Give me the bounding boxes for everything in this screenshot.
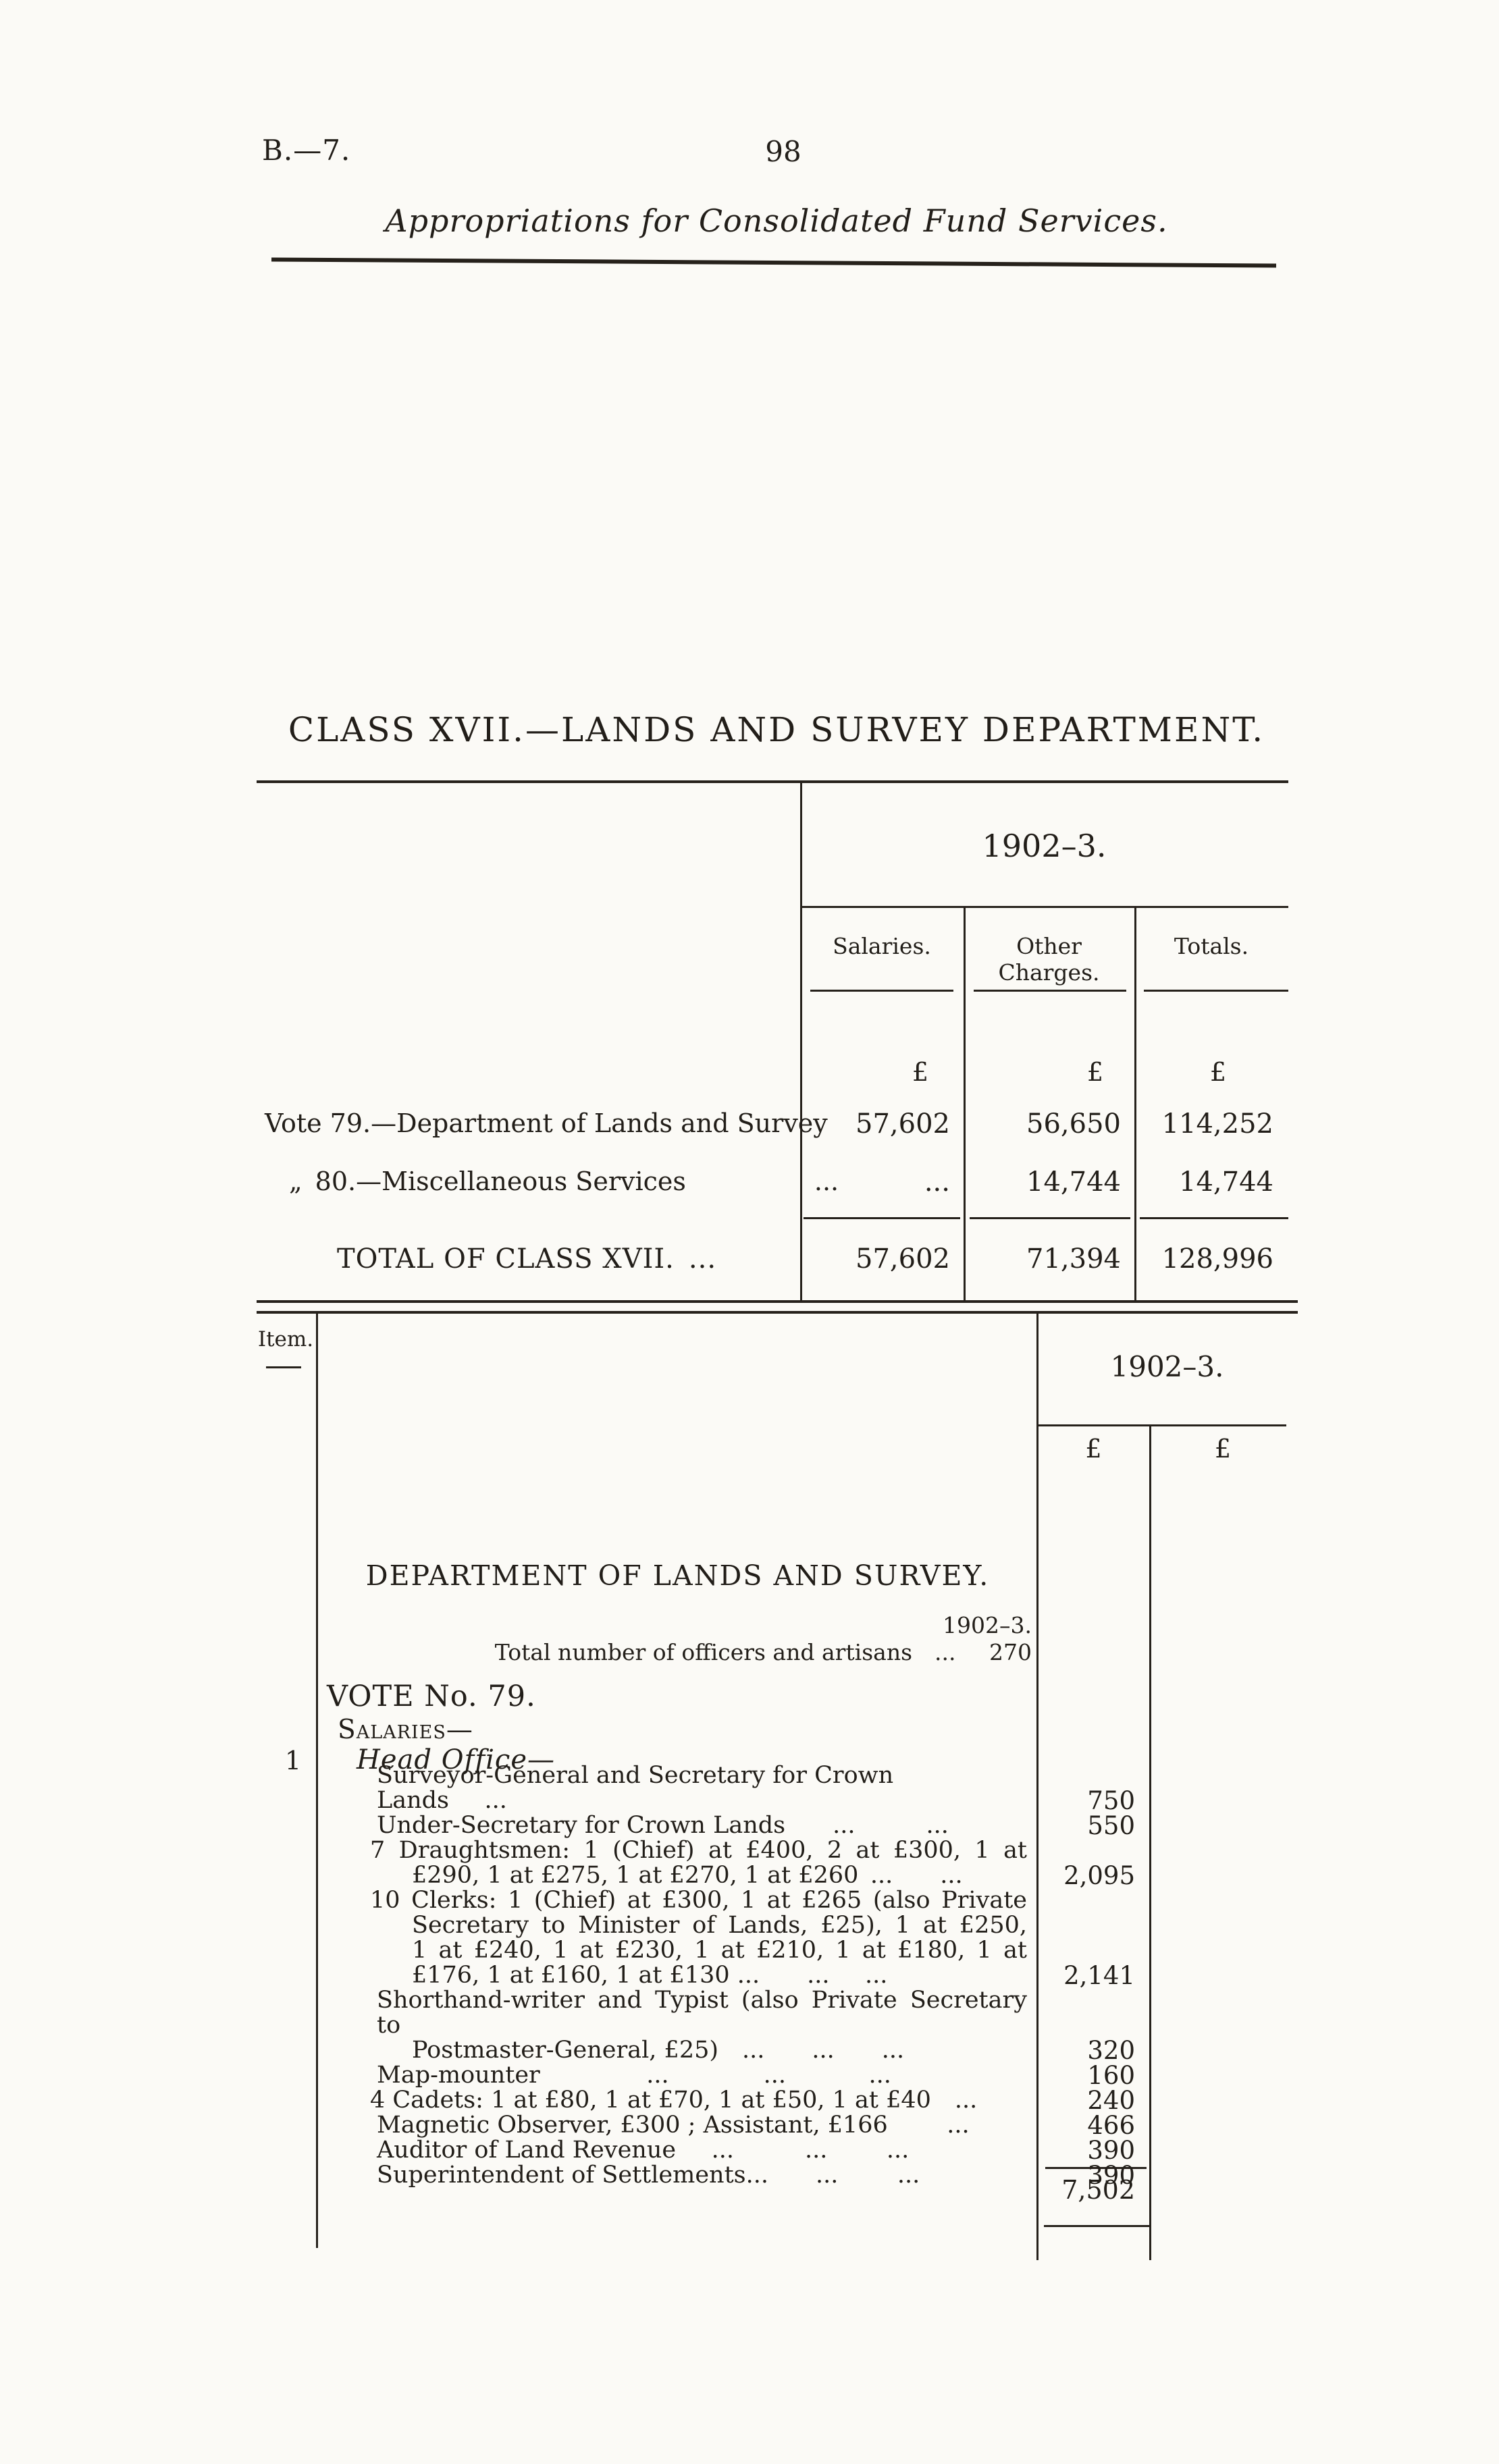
salary-item-superintendent: Superintendent of Settlements... ... ...… bbox=[317, 2161, 1151, 2190]
summary-year-underline bbox=[800, 906, 1288, 908]
salary-item-under-secretary: Under-Secretary for Crown Lands ... ... … bbox=[317, 1811, 1151, 1840]
class-total-row-values: 57,602 71,394 128,996 bbox=[800, 1243, 1288, 1275]
salary-item-line: Shorthand-writer and Typist (also Privat… bbox=[377, 1987, 1035, 2039]
summary-table-left-line bbox=[800, 780, 802, 1303]
salary-item-auditor: Auditor of Land Revenue ... ... ... 390 bbox=[317, 2136, 1151, 2165]
pound-sign-other-charges: £ bbox=[1086, 1057, 1103, 1087]
totals-total-rule bbox=[1140, 1217, 1288, 1219]
vote-80-row-label: „ 80.—Miscellaneous Services ... bbox=[289, 1167, 839, 1196]
vote-79-row-values: 57,602 56,650 114,252 bbox=[800, 1108, 1288, 1140]
totals-header-underline bbox=[1144, 990, 1288, 992]
detail-year-underline bbox=[1038, 1424, 1286, 1426]
salary-item-line: Postmaster-General, £25) ... ... ... bbox=[412, 2037, 905, 2064]
salary-item-amount: 390 bbox=[1087, 2136, 1135, 2165]
vote-79-row-label: Vote 79.—Department of Lands and Survey bbox=[265, 1108, 828, 1138]
document-reference: B.—7. bbox=[262, 134, 351, 167]
salary-item-line: 1 at £240, 1 at £230, 1 at £210, 1 at £1… bbox=[412, 1937, 1027, 1964]
pound-sign-amount-col-2: £ bbox=[1214, 1434, 1232, 1464]
other-charges-header-underline bbox=[974, 990, 1126, 992]
page-number: 98 bbox=[765, 135, 801, 168]
item-column-header: Item. bbox=[257, 1327, 314, 1351]
salary-item-line: £176, 1 at £160, 1 at £130 ... ... ... bbox=[412, 1962, 888, 1989]
officers-count-line: Total number of officers and artisans ..… bbox=[494, 1639, 1032, 1665]
item-column-line bbox=[316, 1314, 318, 2248]
salary-item-line: Auditor of Land Revenue ... ... ... bbox=[377, 2137, 910, 2164]
pound-sign-amount-col-1: £ bbox=[1085, 1434, 1102, 1464]
salaries-section-heading: Salaries— bbox=[338, 1715, 473, 1745]
salary-item-amount: 390 bbox=[1087, 2161, 1135, 2190]
salary-item-amount: 750 bbox=[1087, 1786, 1135, 1815]
salary-item-line: 10 Clerks: 1 (Chief) at £300, 1 at £265 … bbox=[370, 1887, 1027, 1914]
item-number: 1 bbox=[284, 1746, 302, 1775]
document-title: Appropriations for Consolidated Fund Ser… bbox=[385, 203, 1168, 239]
salary-item-line: £290, 1 at £275, 1 at £270, 1 at £260 ..… bbox=[412, 1862, 963, 1889]
head-office-subheading: Head Office— bbox=[357, 1744, 555, 1775]
subtotal-top-rule bbox=[1045, 2167, 1147, 2169]
salary-item-magnetic-observer: Magnetic Observer, £300 ; Assistant, £16… bbox=[317, 2111, 1151, 2140]
currency-symbol-row: £ £ £ bbox=[800, 1057, 1288, 1087]
class-total-other-charges: 71,394 bbox=[1026, 1243, 1121, 1275]
other-charges-column-header: Other Charges. bbox=[998, 933, 1100, 986]
salary-item-surveyor-general: Surveyor-General and Secretary for Crown… bbox=[317, 1762, 1151, 1815]
detail-currency-row: £ £ bbox=[1038, 1434, 1296, 1464]
salary-item-line: 4 Cadets: 1 at £80, 1 at £70, 1 at £50, … bbox=[370, 2087, 978, 2114]
salary-item-line: Secretary to Minister of Lands, £25), 1 … bbox=[412, 1912, 1027, 1939]
salaries-header-underline bbox=[810, 990, 953, 992]
salary-item-amount: 240 bbox=[1087, 2086, 1135, 2115]
salary-item-clerks: 10 Clerks: 1 (Chief) at £300, 1 at £265 … bbox=[317, 1887, 1151, 1990]
salary-item-draughtsmen: 7 Draughtsmen: 1 (Chief) at £400, 2 at £… bbox=[317, 1837, 1151, 1890]
description-amount-separator bbox=[1036, 1314, 1038, 2260]
salary-item-line: Surveyor-General and Secretary for Crown… bbox=[377, 1762, 901, 1814]
summary-table-top-rule bbox=[257, 780, 1288, 783]
vote-80-salaries: ... bbox=[924, 1167, 950, 1198]
vote-80-totals: 14,744 bbox=[1179, 1167, 1273, 1198]
salaries-other-separator bbox=[964, 906, 966, 1303]
salary-item-amount: 2,141 bbox=[1063, 1961, 1135, 1990]
salary-item-amount: 320 bbox=[1087, 2036, 1135, 2065]
salary-item-line: Map-mounter ... ... ... bbox=[377, 2062, 891, 2089]
salary-item-line: Magnetic Observer, £300 ; Assistant, £16… bbox=[377, 2112, 970, 2139]
other-totals-separator bbox=[1134, 906, 1136, 1303]
vote-79-other-charges: 56,650 bbox=[1026, 1108, 1121, 1140]
item-header-underline bbox=[266, 1366, 301, 1368]
title-rule bbox=[271, 257, 1277, 268]
pound-sign-salaries: £ bbox=[912, 1057, 928, 1087]
class-total-totals: 128,996 bbox=[1161, 1243, 1273, 1275]
subtotal-bottom-rule bbox=[1044, 2225, 1149, 2227]
class-heading: CLASS XVII.—LANDS AND SURVEY DEPARTMENT. bbox=[288, 710, 1265, 749]
other-charges-total-rule bbox=[970, 1217, 1130, 1219]
totals-column-header: Totals. bbox=[1174, 933, 1249, 959]
officers-year-label: 1902–3. bbox=[943, 1612, 1032, 1638]
vote-79-totals: 114,252 bbox=[1161, 1108, 1273, 1140]
summary-year-header: 1902–3. bbox=[982, 828, 1107, 864]
table-bottom-double-rule-lower bbox=[257, 1311, 1298, 1314]
salary-item-amount: 160 bbox=[1087, 2061, 1135, 2090]
table-bottom-double-rule-upper bbox=[257, 1300, 1298, 1303]
amount-columns-separator bbox=[1149, 1424, 1151, 2260]
class-total-row-label: TOTAL OF CLASS XVII. ... bbox=[336, 1243, 717, 1275]
detail-year-header: 1902–3. bbox=[1110, 1350, 1224, 1383]
salary-item-line: Under-Secretary for Crown Lands ... ... bbox=[377, 1812, 961, 1839]
vote-79-salaries: 57,602 bbox=[856, 1108, 950, 1140]
salary-item-cadets: 4 Cadets: 1 at £80, 1 at £70, 1 at £50, … bbox=[317, 2086, 1151, 2115]
salary-item-amount: 2,095 bbox=[1063, 1861, 1135, 1890]
salaries-column-header: Salaries. bbox=[833, 933, 931, 959]
vote-heading: VOTE No. 79. bbox=[327, 1680, 536, 1713]
vote-80-other-charges: 14,744 bbox=[1026, 1167, 1121, 1198]
pound-sign-totals: £ bbox=[1209, 1057, 1226, 1087]
salary-item-map-mounter: Map-mounter ... ... ... 160 bbox=[317, 2061, 1151, 2090]
salaries-total-rule bbox=[804, 1217, 960, 1219]
salary-items-list: Surveyor-General and Secretary for Crown… bbox=[317, 1762, 1151, 2190]
salary-item-amount: 550 bbox=[1087, 1811, 1135, 1840]
salary-item-amount: 466 bbox=[1087, 2111, 1135, 2140]
salary-item-line: Superintendent of Settlements... ... ... bbox=[377, 2162, 920, 2189]
salary-item-shorthand-writer: Shorthand-writer and Typist (also Privat… bbox=[317, 1987, 1151, 2065]
class-total-salaries: 57,602 bbox=[856, 1243, 950, 1275]
vote-80-row-values: ... 14,744 14,744 bbox=[800, 1167, 1288, 1198]
department-heading: DEPARTMENT OF LANDS AND SURVEY. bbox=[365, 1559, 990, 1592]
salaries-subtotal: 7,502 bbox=[1061, 2175, 1135, 2205]
salary-item-line: 7 Draughtsmen: 1 (Chief) at £400, 2 at £… bbox=[370, 1837, 1027, 1864]
summary-column-headers: Salaries. Other Charges. Totals. bbox=[800, 933, 1288, 986]
